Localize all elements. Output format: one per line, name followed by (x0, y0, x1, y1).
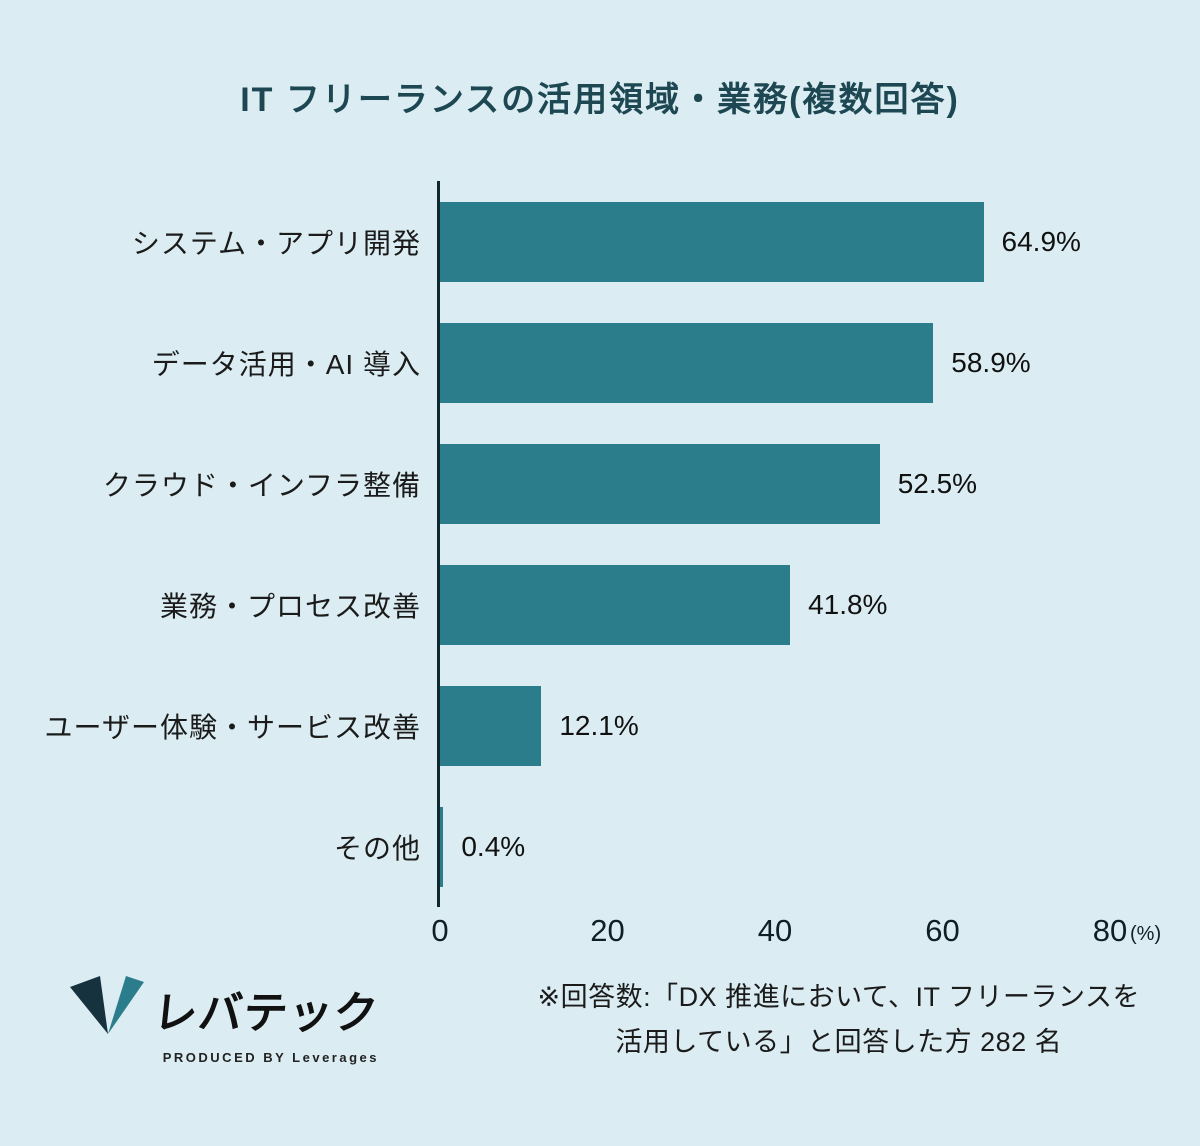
x-tick-label: 80 (1092, 913, 1128, 948)
levtech-logo: レバテック PRODUCED BY Leverages (70, 975, 381, 1065)
x-tick-label: 40 (757, 913, 793, 948)
value-label: 52.5% (897, 467, 978, 499)
levtech-checkmark-icon (70, 975, 146, 1042)
bar-track: 41.8% (440, 564, 1110, 645)
bar-chart: システム・アプリ開発 64.9% データ活用・AI 導入 58.9% クラウド・インフラ… (0, 181, 1200, 965)
logo-main: レバテック (70, 975, 381, 1042)
value-label: 0.4% (461, 830, 526, 862)
bar (440, 201, 984, 282)
category-label: クラウド・インフラ整備 (102, 469, 421, 501)
chart-row: クラウド・インフラ整備 52.5% (0, 423, 1200, 544)
x-axis-ticks: (%) 0 20 40 60 80 (431, 913, 1161, 965)
bar-track: 58.9% (440, 322, 1110, 403)
x-tick-label: 60 (925, 913, 960, 948)
bar (440, 322, 934, 403)
x-axis-unit-label: (%) (1130, 923, 1162, 945)
chart-row: 業務・プロセス改善 41.8% (0, 544, 1200, 665)
chart-row: データ活用・AI 導入 58.9% (0, 302, 1200, 423)
survey-note-line1: ※回答数:「DX 推進において、IT フリーランスを (537, 982, 1140, 1013)
category-label: システム・アプリ開発 (131, 227, 421, 259)
category-label: データ活用・AI 導入 (151, 348, 421, 380)
category-label: 業務・プロセス改善 (159, 590, 421, 622)
survey-note: ※回答数:「DX 推進において、IT フリーランスを 活用している」と回答した方… (538, 975, 1140, 1064)
x-tick-label: 0 (431, 913, 449, 948)
bar (440, 685, 542, 766)
chart-row: ユーザー体験・サービス改善 12.1% (0, 665, 1200, 786)
survey-note-line2: 活用している」と回答した方 282 名 (615, 1027, 1063, 1057)
value-label: 41.8% (808, 588, 888, 620)
value-label: 58.9% (951, 346, 1031, 378)
value-label: 64.9% (1001, 225, 1081, 257)
value-label: 12.1% (559, 709, 639, 741)
y-axis-line (437, 181, 440, 907)
bar-track: 52.5% (440, 443, 1110, 524)
plot-area: システム・アプリ開発 64.9% データ活用・AI 導入 58.9% クラウド・インフラ… (0, 181, 1200, 907)
chart-row: その他 0.4% (0, 786, 1200, 907)
category-label: その他 (333, 832, 421, 864)
bar-track: 64.9% (440, 201, 1110, 282)
logo-wordmark: レバテック (150, 988, 382, 1038)
x-tick-label: 20 (590, 913, 625, 948)
chart-row: システム・アプリ開発 64.9% (0, 181, 1200, 302)
bar-track: 0.4% (440, 806, 1110, 887)
bar (440, 806, 444, 887)
page-title: IT フリーランスの活用領域・業務(複数回答) (240, 81, 960, 119)
bar (440, 443, 880, 524)
logo-produced-by: PRODUCED BY Leverages (162, 1050, 379, 1065)
footer: レバテック PRODUCED BY Leverages ※回答数:「DX 推進に… (0, 975, 1200, 1065)
chart-rows: システム・アプリ開発 64.9% データ活用・AI 導入 58.9% クラウド・インフラ… (0, 181, 1200, 907)
bar (440, 564, 791, 645)
bar-track: 12.1% (440, 685, 1110, 766)
category-label: ユーザー体験・サービス改善 (44, 711, 421, 743)
